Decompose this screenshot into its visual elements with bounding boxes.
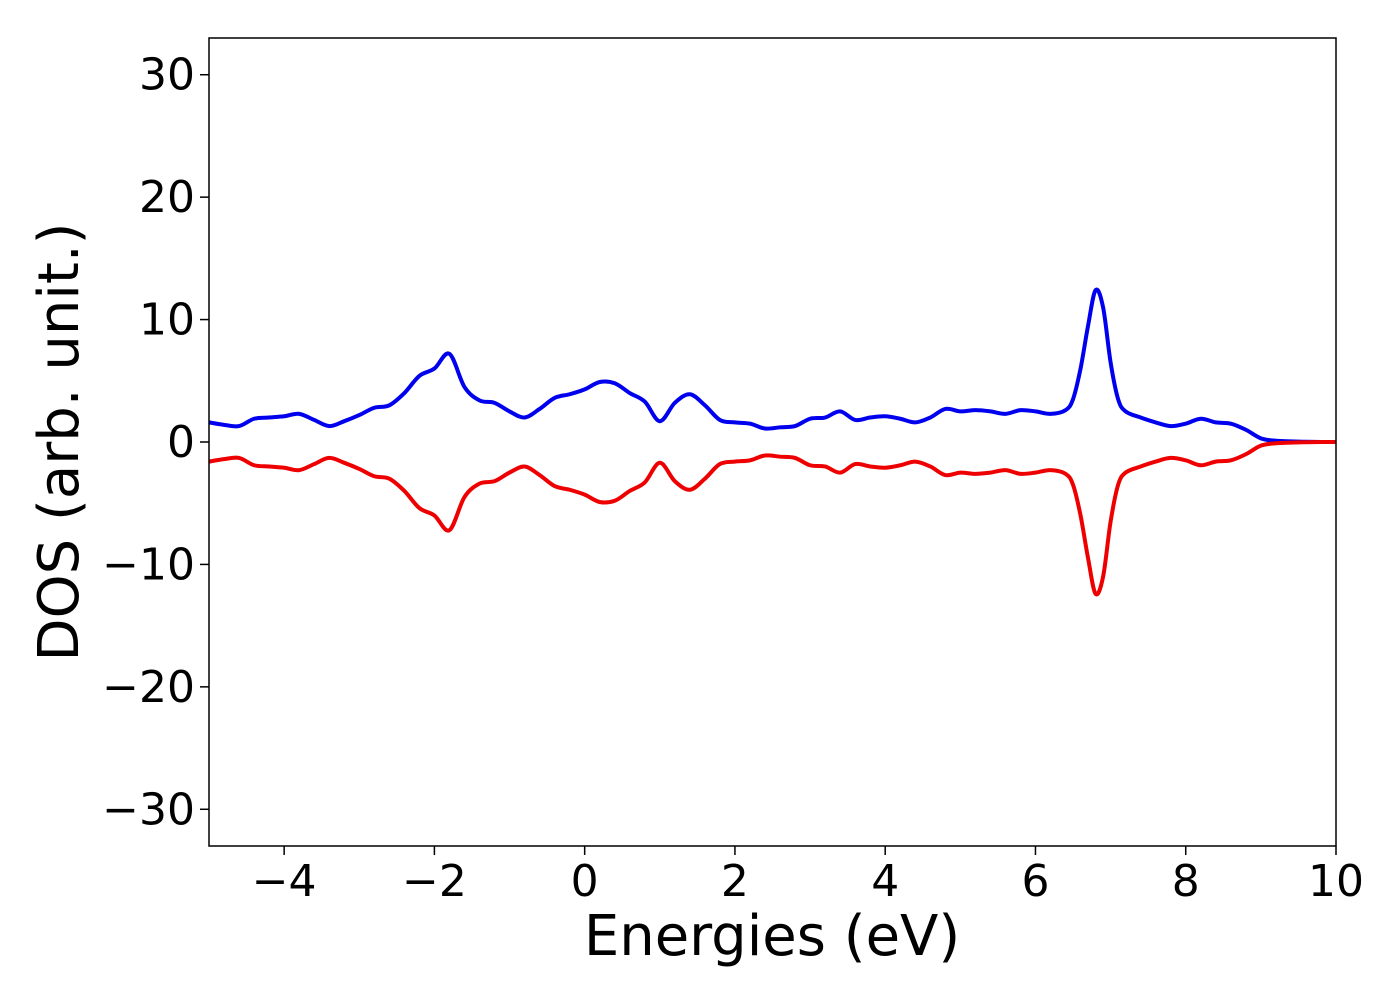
x-tick-label: 6 [1021, 856, 1049, 907]
x-axis-ticks: −4 −2 0 2 4 6 8 10 [252, 846, 1364, 907]
series-line-2 [209, 439, 1336, 597]
x-tick-label: 0 [571, 856, 599, 907]
x-tick-label: 4 [871, 856, 899, 907]
y-axis-label: DOS (arb. unit.) [27, 222, 92, 661]
x-tick-label: 2 [721, 856, 749, 907]
plot-frame [208, 37, 1337, 847]
x-tick-label: −2 [402, 856, 467, 907]
y-tick-label: 10 [139, 295, 195, 346]
x-tick-label: 8 [1172, 856, 1200, 907]
series-line-1 [209, 287, 1336, 445]
y-tick-label: −10 [102, 539, 195, 590]
x-tick-label: −4 [252, 856, 317, 907]
y-axis-ticks: −30 −20 −10 0 10 20 30 [102, 50, 209, 835]
x-tick-label: 10 [1308, 856, 1364, 907]
y-tick-label: −30 [102, 784, 195, 835]
series-layer [209, 287, 1336, 597]
y-tick-label: 20 [139, 172, 195, 223]
x-axis-label: Energies (eV) [584, 904, 960, 969]
y-tick-label: 30 [139, 50, 195, 101]
y-tick-label: −20 [102, 662, 195, 713]
y-tick-label: 0 [167, 417, 195, 468]
